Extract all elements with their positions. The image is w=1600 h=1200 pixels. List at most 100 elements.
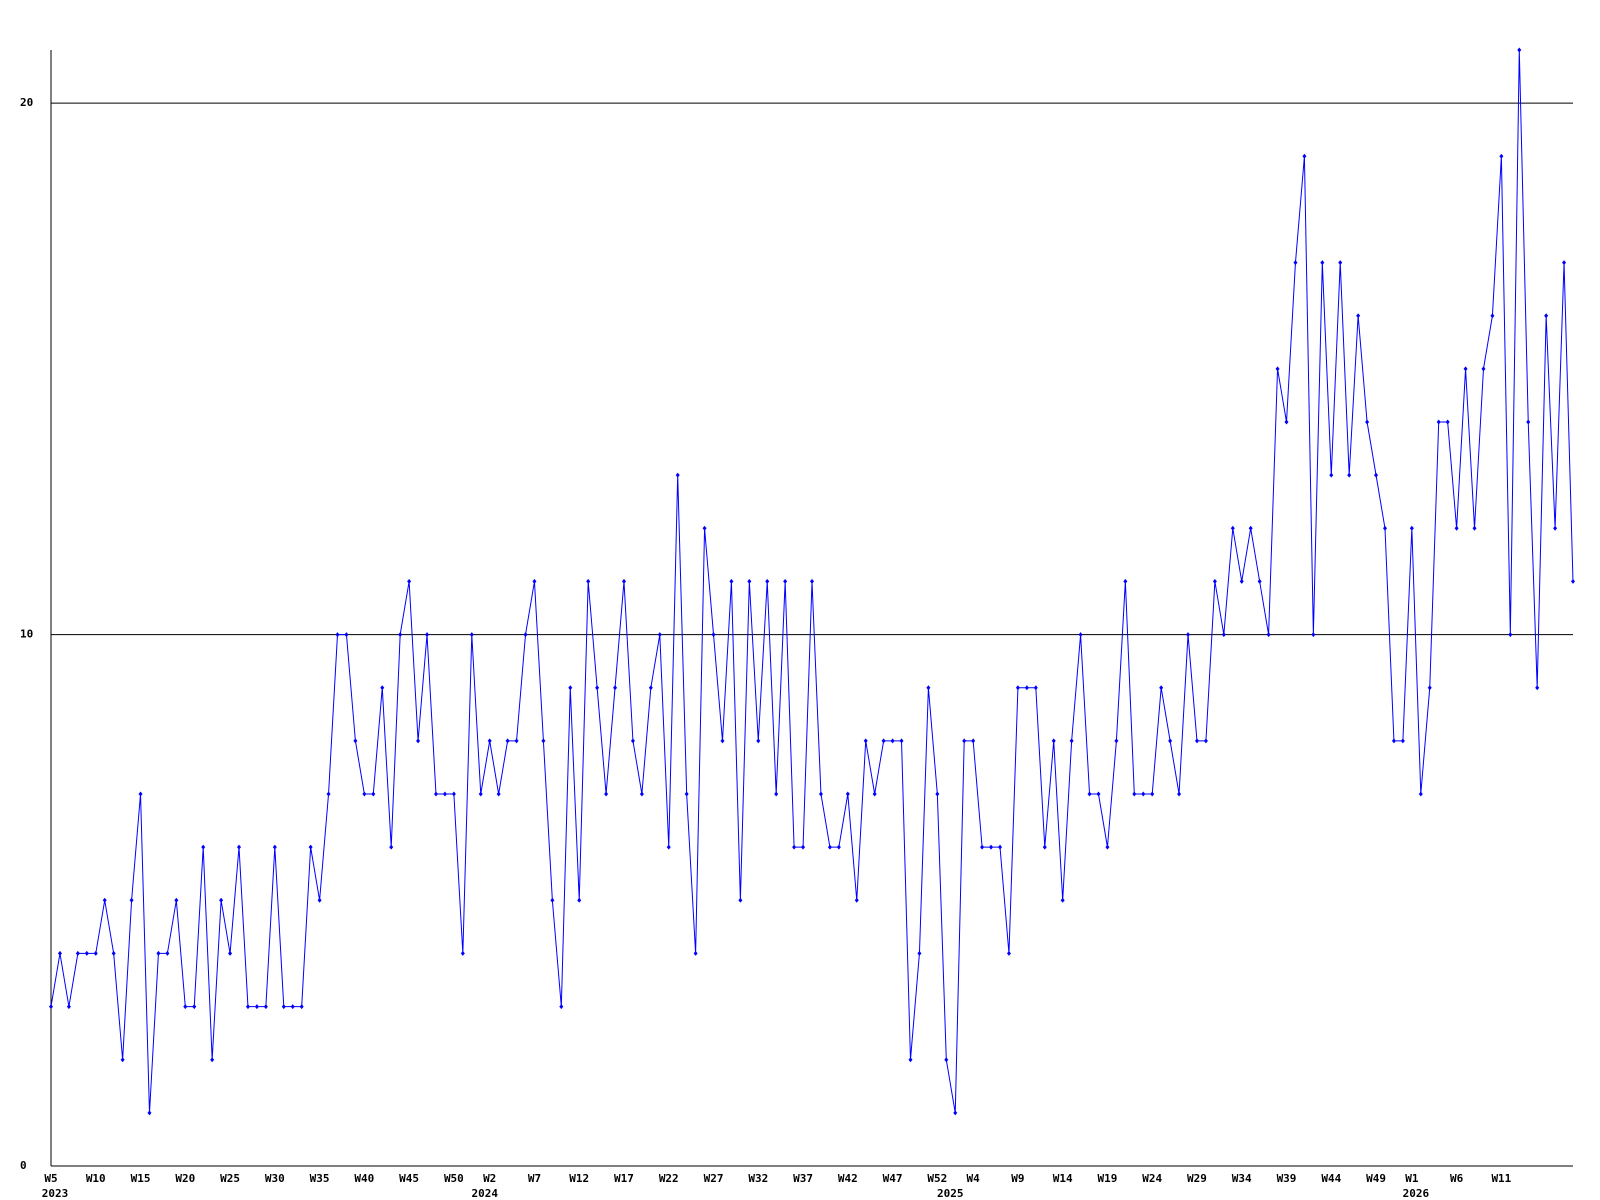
data-point [541,738,546,744]
data-point [1544,313,1549,319]
x-tick-label: W42 [838,1172,858,1185]
x-tick-label: W12 [569,1172,589,1185]
data-point [1409,525,1414,531]
data-point [514,738,519,744]
data-point [210,1057,215,1063]
data-point [299,1004,304,1010]
y-tick-label: 20 [20,96,33,109]
data-point [1141,791,1146,797]
data-point [111,950,116,956]
data-point [237,844,242,850]
x-tick-label: W30 [265,1172,285,1185]
data-point [1553,525,1558,531]
data-point [747,578,752,584]
data-point [783,578,788,584]
data-point [1006,950,1011,956]
x-tick-label: W27 [704,1172,724,1185]
data-point [353,738,358,744]
data-point [792,844,797,850]
data-point [532,578,537,584]
x-tick-label: W37 [793,1172,813,1185]
data-point [926,685,931,691]
data-point [281,1004,286,1010]
data-point [344,632,349,638]
data-point [165,950,170,956]
data-point [989,844,994,850]
data-point [953,1110,958,1116]
data-point [389,844,394,850]
data-point [380,685,385,691]
data-point [138,791,143,797]
data-point [720,738,725,744]
data-point [899,738,904,744]
data-point [263,1004,268,1010]
data-point [827,844,832,850]
data-point [711,632,716,638]
data-point [523,632,528,638]
x-tick-label: W14 [1053,1172,1073,1185]
data-point [219,897,224,903]
data-point [944,1057,949,1063]
x-tick-label: W7 [528,1172,541,1185]
data-point [201,844,206,850]
data-point [648,685,653,691]
data-point [147,1110,152,1116]
data-point [962,738,967,744]
data-point [702,525,707,531]
data-point [505,738,510,744]
data-point [1221,632,1226,638]
data-point [998,844,1003,850]
data-point [604,791,609,797]
data-point [469,632,474,638]
data-point [183,1004,188,1010]
data-point [1445,419,1450,425]
data-point [1472,525,1477,531]
data-point [765,578,770,584]
data-point [917,950,922,956]
x-year-label: 2025 [937,1187,964,1200]
data-point [1562,260,1567,266]
data-point [442,791,447,797]
data-point [1123,578,1128,584]
x-tick-label: W9 [1011,1172,1024,1185]
data-point [577,897,582,903]
data-point [621,578,626,584]
data-point [84,950,89,956]
data-point [1203,738,1208,744]
x-tick-label: W20 [175,1172,195,1185]
x-tick-label: W32 [748,1172,768,1185]
data-point [1400,738,1405,744]
data-point [1033,685,1038,691]
data-point [1338,260,1343,266]
data-point [57,950,62,956]
data-point [1427,685,1432,691]
data-point [1302,153,1307,159]
data-point [1132,791,1137,797]
x-tick-label: W4 [967,1172,981,1185]
data-point [451,791,456,797]
data-point [568,685,573,691]
data-point [657,632,662,638]
data-point [836,844,841,850]
data-point [586,578,591,584]
data-point [496,791,501,797]
data-point [290,1004,295,1010]
data-point [854,897,859,903]
data-point [1239,578,1244,584]
data-point [684,791,689,797]
data-point [362,791,367,797]
data-point [102,897,107,903]
data-point [1159,685,1164,691]
data-point [1382,525,1387,531]
data-point [1329,472,1334,478]
data-point [272,844,277,850]
data-point [425,632,430,638]
data-point [1517,47,1522,53]
data-point [75,950,80,956]
data-point [1391,738,1396,744]
data-point [595,685,600,691]
data-point [1347,472,1352,478]
data-point [1069,738,1074,744]
data-point [49,1004,53,1010]
data-point [863,738,868,744]
